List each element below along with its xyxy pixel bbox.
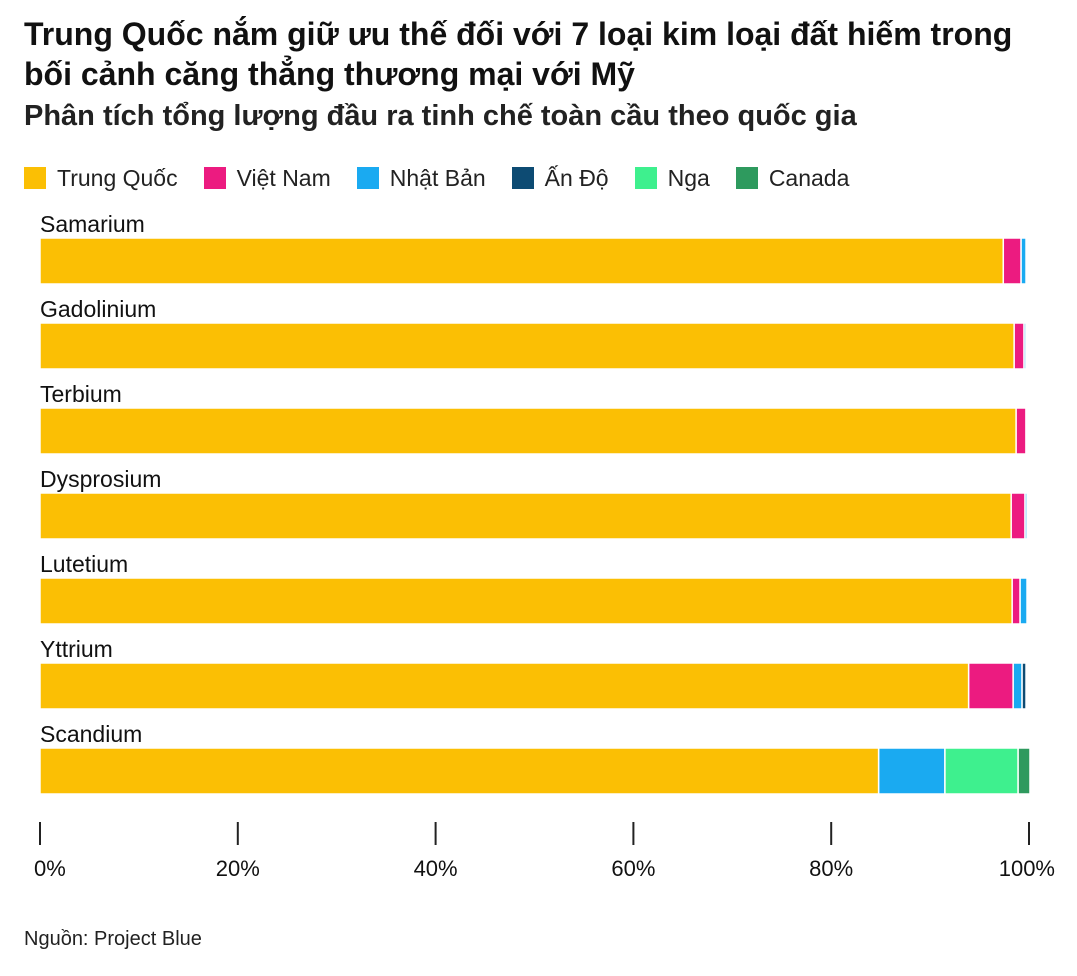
- bar-segment-lutetium-1: [1011, 577, 1021, 625]
- legend-swatch: [356, 167, 379, 189]
- legend-swatch: [735, 167, 758, 189]
- category-label-dysprosium: Dysprosium: [40, 466, 161, 492]
- bar-segment-terbium-0: [39, 407, 1017, 455]
- legend-label: Ấn Độ: [544, 164, 609, 191]
- legend-swatch: [24, 167, 46, 189]
- bar-segment-lutetium-0: [39, 577, 1013, 625]
- bar-segment-samarium-0: [39, 237, 1005, 285]
- bar-segment-terbium-1: [1015, 407, 1027, 455]
- legend: Trung Quốc Việt Nam Nhật Bản Ấn Độ Nga Canada: [24, 163, 875, 193]
- legend-item-0: Trung Quốc: [24, 165, 178, 192]
- x-tick-label-40: 40%: [414, 856, 458, 881]
- bar-segment-yttrium-2: [1012, 662, 1023, 710]
- chart-subtitle: Phân tích tổng lượng đầu ra tinh chế toà…: [24, 100, 857, 132]
- bar-segment-samarium-2: [1020, 237, 1027, 285]
- source-note: Nguồn: Project Blue: [24, 928, 202, 950]
- legend-swatch: [203, 167, 226, 189]
- legend-item-5: Canada: [735, 164, 850, 192]
- chart-title: Trung Quốc nắm giữ ưu thế đối với 7 loại…: [24, 16, 1013, 92]
- x-tick-label-0: 0%: [34, 856, 66, 881]
- bar-segment-scandium-5: [1017, 747, 1031, 795]
- x-tick-label-100: 100%: [999, 856, 1055, 881]
- category-label-gadolinium: Gadolinium: [40, 296, 156, 322]
- category-label-scandium: Scandium: [40, 721, 142, 747]
- bar-segment-lutetium-2: [1019, 577, 1028, 625]
- bar-segment-dysprosium-0: [39, 492, 1012, 540]
- legend-swatch: [634, 167, 657, 189]
- bar-segment-gadolinium-1: [1013, 322, 1025, 370]
- legend-item-4: Nga: [634, 164, 710, 192]
- bar-segment-scandium-0: [39, 747, 880, 795]
- legend-item-1: Việt Nam: [203, 164, 331, 192]
- category-label-yttrium: Yttrium: [40, 636, 113, 662]
- category-label-samarium: Samarium: [40, 211, 145, 237]
- legend-label: Trung Quốc: [57, 164, 178, 191]
- category-label-lutetium: Lutetium: [40, 551, 128, 577]
- bar-segment-yttrium-3: [1021, 662, 1027, 710]
- category-label-terbium: Terbium: [40, 381, 122, 407]
- bar-segment-gadolinium-3: [1025, 322, 1028, 370]
- legend-label: Việt Nam: [236, 164, 331, 191]
- legend-label: Canada: [768, 164, 850, 191]
- legend-item-3: Ấn Độ: [511, 164, 609, 192]
- x-tick-label-20: 20%: [216, 856, 260, 881]
- bar-segment-samarium-1: [1002, 237, 1022, 285]
- bar-segment-gadolinium-0: [39, 322, 1015, 370]
- legend-swatch: [511, 167, 534, 189]
- stacked-bar-chart: Samarium Gadolinium Terbium Dysprosium Lutet…: [34, 211, 1055, 881]
- x-tick-label-60: 60%: [611, 856, 655, 881]
- bar-segment-scandium-2: [877, 747, 946, 795]
- legend-label: Nga: [667, 164, 710, 191]
- bar-segment-dysprosium-1: [1010, 492, 1026, 540]
- bar-segment-yttrium-0: [39, 662, 970, 710]
- bar-segment-dysprosium-2: [1024, 492, 1028, 540]
- legend-label: Nhật Bản: [389, 164, 486, 191]
- bar-segment-scandium-4: [944, 747, 1019, 795]
- x-tick-label-80: 80%: [809, 856, 853, 881]
- bar-segment-terbium-2: [1025, 407, 1028, 455]
- legend-item-2: Nhật Bản: [356, 164, 486, 192]
- bar-segment-yttrium-1: [967, 662, 1014, 710]
